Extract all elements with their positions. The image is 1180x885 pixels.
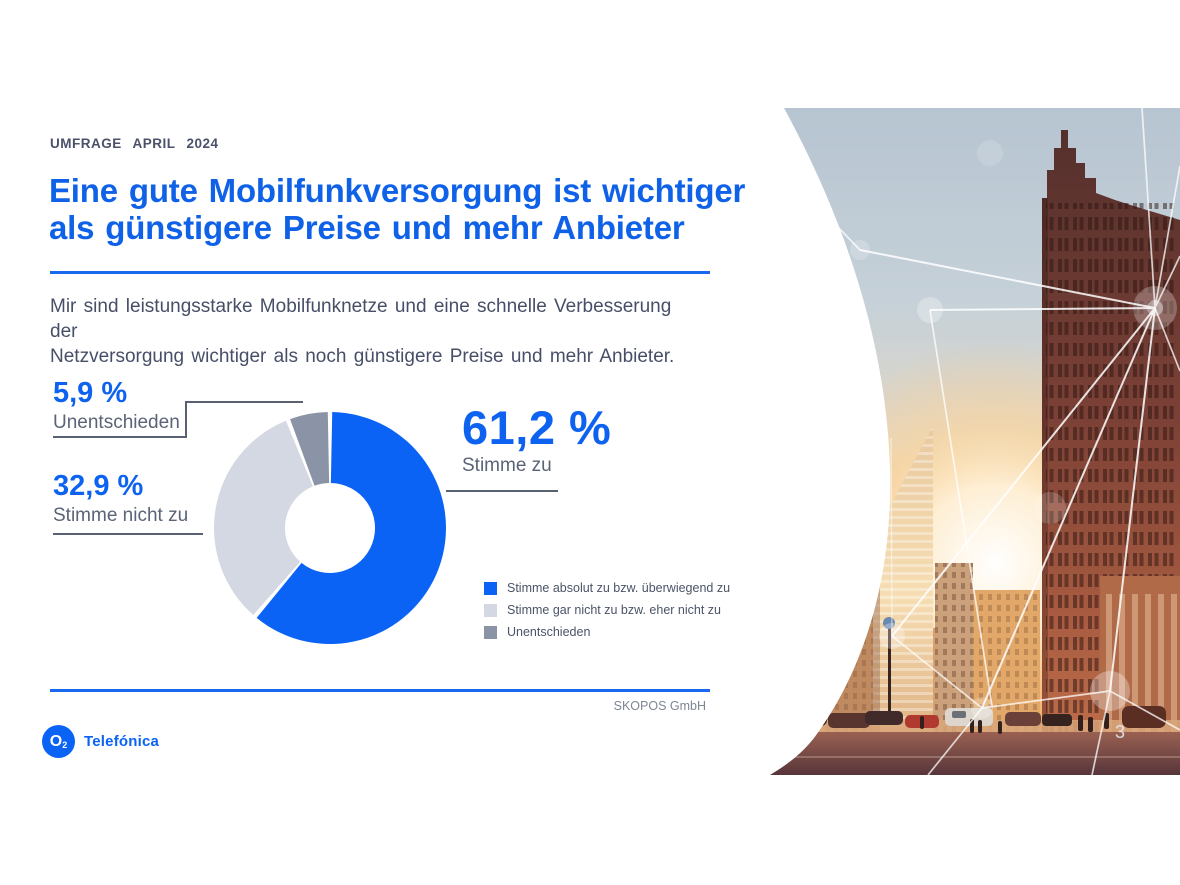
page-number: 3 xyxy=(1115,722,1126,742)
legend-item-disagree: Stimme gar nicht zu bzw. eher nicht zu xyxy=(484,599,730,621)
page-title-line1: Eine gute Mobilfunkversorgung ist wichti… xyxy=(49,172,746,209)
legend-label-agree: Stimme absolut zu bzw. überwiegend zu xyxy=(507,581,731,595)
callout-undecided: 5,9 % Unentschieden xyxy=(53,377,180,434)
callout-agree-value: 61,2 % xyxy=(462,401,612,454)
pedestrians xyxy=(920,713,1109,734)
callout-agree-label: Stimme zu xyxy=(462,454,552,476)
intro-line2: Netzversorgung wichtiger als noch günsti… xyxy=(50,346,675,367)
donut-chart xyxy=(214,412,446,644)
title-divider xyxy=(50,271,710,274)
city-photo-illustration xyxy=(770,108,1180,775)
callout-agree: 61,2 % Stimme zu xyxy=(462,404,611,477)
leader-line-disagree xyxy=(53,533,203,535)
leader-line-undecided-vertical xyxy=(185,401,187,438)
callout-undecided-label: Unentschieden xyxy=(53,411,180,433)
network-nodes xyxy=(850,140,1177,719)
logo-brand-text: Telefónica xyxy=(84,733,160,750)
kicker: UMFRAGE APRIL 2024 xyxy=(50,136,219,151)
footer-divider xyxy=(50,689,710,692)
callout-undecided-value: 5,9 % xyxy=(53,377,128,409)
curve-mask xyxy=(770,108,891,775)
legend-item-agree: Stimme absolut zu bzw. überwiegend zu xyxy=(484,577,730,599)
leader-line-undecided-horizontal xyxy=(185,401,303,403)
page-title: Eine gute Mobilfunkversorgung ist wichti… xyxy=(49,172,809,246)
legend-item-undecided: Unentschieden xyxy=(484,621,730,643)
chart-legend: Stimme absolut zu bzw. überwiegend zu St… xyxy=(484,577,730,643)
callout-disagree: 32,9 % Stimme nicht zu xyxy=(53,470,189,527)
legend-label-disagree: Stimme gar nicht zu bzw. eher nicht zu xyxy=(507,603,721,617)
callout-disagree-label: Stimme nicht zu xyxy=(53,504,189,526)
intro-text: Mir sind leistungsstarke Mobilfunknetze … xyxy=(50,294,705,369)
intro-line1: Mir sind leistungsstarke Mobilfunknetze … xyxy=(50,296,672,342)
page-title-line2: als günstigere Preise und mehr Anbieter xyxy=(49,209,685,246)
legend-swatch-disagree xyxy=(484,603,497,617)
legend-label-undecided: Unentschieden xyxy=(507,625,591,639)
legend-swatch-undecided xyxy=(484,625,497,639)
callout-disagree-value: 32,9 % xyxy=(53,470,144,502)
source-text: SKOPOS GmbH xyxy=(613,699,706,713)
leader-line-undecided-under xyxy=(53,436,187,438)
leader-line-agree xyxy=(446,490,558,492)
network-overlay xyxy=(811,108,1180,775)
donut-svg xyxy=(214,412,446,644)
photo-panel: 3 xyxy=(770,108,1180,775)
legend-swatch-agree xyxy=(484,581,497,595)
